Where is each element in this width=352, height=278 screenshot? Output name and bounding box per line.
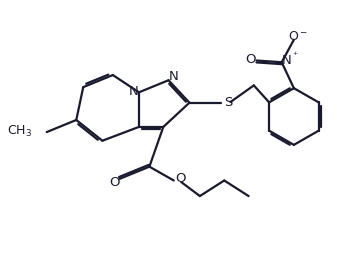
Text: O: O [109, 177, 120, 189]
Text: CH$_3$: CH$_3$ [7, 124, 32, 139]
Text: O$^-$: O$^-$ [288, 30, 308, 43]
Text: $^+$: $^+$ [291, 50, 299, 59]
Text: O: O [245, 53, 256, 66]
Text: S: S [224, 96, 233, 108]
Text: N: N [169, 70, 179, 83]
Text: N: N [282, 54, 292, 67]
Text: N: N [128, 85, 138, 98]
Text: O: O [175, 172, 185, 185]
